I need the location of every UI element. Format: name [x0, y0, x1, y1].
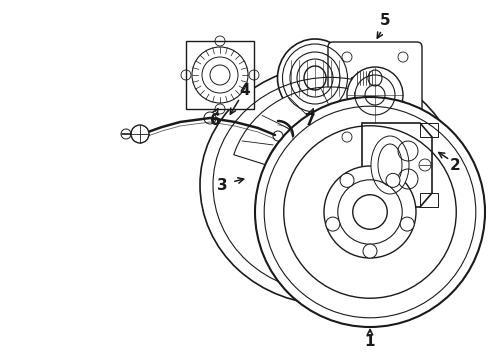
- Text: 1: 1: [365, 334, 375, 350]
- Polygon shape: [186, 41, 254, 109]
- Text: 2: 2: [450, 158, 461, 172]
- Text: 6: 6: [210, 112, 220, 127]
- Circle shape: [324, 166, 416, 258]
- Ellipse shape: [371, 136, 409, 194]
- Circle shape: [131, 125, 149, 143]
- Circle shape: [326, 217, 340, 231]
- Ellipse shape: [200, 66, 460, 305]
- Ellipse shape: [277, 39, 352, 117]
- Polygon shape: [234, 87, 427, 166]
- Circle shape: [363, 244, 377, 258]
- Text: 4: 4: [240, 82, 250, 98]
- Text: 5: 5: [380, 13, 391, 27]
- Ellipse shape: [368, 70, 382, 86]
- Text: 7: 7: [305, 112, 315, 127]
- FancyBboxPatch shape: [328, 42, 422, 152]
- Circle shape: [340, 174, 354, 187]
- Circle shape: [386, 174, 400, 187]
- Circle shape: [400, 217, 414, 231]
- Text: 3: 3: [217, 177, 227, 193]
- Circle shape: [347, 67, 403, 123]
- Circle shape: [255, 97, 485, 327]
- Polygon shape: [362, 123, 432, 207]
